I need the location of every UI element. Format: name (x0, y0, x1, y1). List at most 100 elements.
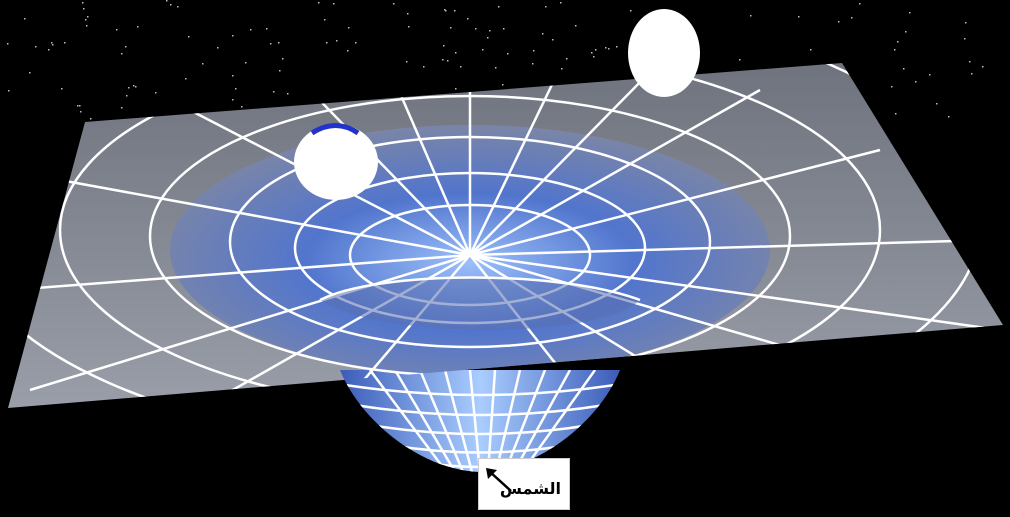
star-speck (135, 86, 137, 88)
arrow-up-left-icon (486, 468, 512, 492)
star-speck (318, 2, 320, 4)
star-speck (948, 116, 950, 118)
star-speck (929, 74, 931, 76)
star-speck (137, 26, 139, 28)
funnel-grid (344, 370, 616, 472)
star-speck (561, 68, 563, 70)
star-speck (121, 53, 123, 55)
star-speck (495, 67, 497, 69)
star-speck (177, 6, 179, 8)
star-speck (798, 16, 800, 18)
star-speck (460, 66, 462, 68)
star-speck (270, 43, 272, 45)
star-speck (739, 59, 741, 61)
well-rim (320, 277, 640, 330)
star-speck (241, 106, 243, 108)
well-rim-line (319, 276, 641, 302)
star-speck (83, 8, 85, 10)
star-speck (170, 4, 172, 6)
star-speck (90, 118, 92, 120)
star-speck (279, 70, 281, 72)
star-speck (532, 63, 534, 65)
star-speck (80, 111, 82, 113)
star-speck (48, 49, 50, 51)
star-speck (52, 44, 54, 46)
star-speck (566, 58, 568, 60)
star-speck (445, 10, 447, 12)
star-speck (125, 46, 127, 48)
star-speck (964, 38, 966, 40)
star-speck (965, 22, 967, 24)
star-speck (408, 26, 410, 28)
star-speck (447, 60, 449, 62)
star-speck (475, 28, 477, 30)
star-speck (266, 28, 268, 30)
star-speck (7, 43, 9, 45)
star-speck (324, 19, 326, 21)
star-speck (273, 91, 275, 93)
star-speck (498, 6, 500, 8)
star-speck (487, 37, 489, 39)
star-speck (467, 18, 469, 20)
star-speck (810, 49, 812, 51)
star-speck (503, 28, 505, 30)
star-speck (542, 33, 544, 35)
star-speck (85, 19, 87, 21)
star-speck (86, 25, 88, 27)
star-speck (552, 39, 554, 41)
planet-far (628, 9, 700, 97)
star-speck (838, 21, 840, 23)
star-speck (507, 53, 509, 55)
star-speck (502, 84, 504, 86)
star-speck (894, 49, 896, 51)
star-speck (444, 9, 446, 11)
star-speck (121, 107, 123, 109)
star-speck (859, 3, 861, 5)
star-speck (24, 18, 26, 20)
star-speck (87, 16, 89, 18)
star-speck (593, 56, 595, 58)
star-speck (575, 25, 577, 27)
star-speck (406, 61, 408, 63)
star-speck (333, 3, 335, 5)
star-speck (489, 30, 491, 32)
star-speck (79, 105, 81, 107)
star-speck (903, 68, 905, 70)
star-speck (450, 27, 452, 29)
star-speck (545, 6, 547, 8)
star-speck (891, 86, 893, 88)
star-speck (355, 42, 357, 44)
star-speck (393, 3, 395, 5)
star-speck (35, 46, 37, 48)
star-speck (202, 63, 204, 65)
star-speck (905, 31, 907, 33)
star-speck (533, 50, 535, 52)
star-speck (915, 81, 917, 83)
star-speck (250, 29, 252, 31)
star-speck (616, 46, 618, 48)
star-speck (51, 42, 53, 44)
star-speck (407, 13, 409, 15)
star-speck (116, 29, 118, 31)
star-speck (595, 49, 597, 51)
star-speck (897, 41, 899, 43)
planet-near-highlight (310, 123, 360, 136)
star-speck (605, 47, 607, 49)
star-speck (217, 47, 219, 49)
star-speck (287, 93, 289, 95)
sun-callout: الشمس (478, 458, 570, 510)
star-speck (133, 85, 135, 87)
star-speck (326, 42, 328, 44)
star-speck (232, 75, 234, 77)
star-speck (64, 42, 66, 44)
star-speck (336, 40, 338, 42)
star-speck (61, 88, 63, 90)
star-speck (851, 17, 853, 19)
star-speck (82, 2, 84, 4)
star-speck (185, 78, 187, 80)
star-speck (454, 10, 456, 12)
star-speck (282, 58, 284, 60)
star-speck (442, 59, 444, 61)
star-speck (29, 72, 31, 74)
star-speck (909, 12, 911, 14)
